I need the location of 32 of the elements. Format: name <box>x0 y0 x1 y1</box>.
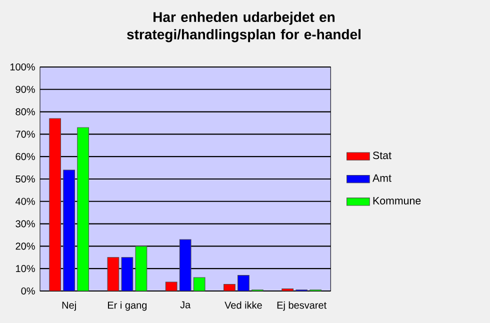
y-tick-label: 0% <box>21 287 35 295</box>
y-tick-label: 70% <box>16 130 35 138</box>
x-tick-label: Ej besvaret <box>277 301 327 311</box>
bar <box>282 288 294 291</box>
x-tick-label: Ja <box>180 301 191 308</box>
legend-label: Stat <box>372 152 392 160</box>
bar <box>49 118 62 291</box>
bar <box>193 277 206 291</box>
y-tick-label: 10% <box>16 265 35 272</box>
legend-label: Kommune <box>373 197 421 204</box>
y-tick-label: 80% <box>16 108 35 116</box>
legend-label: Amt <box>372 174 392 182</box>
bar <box>121 257 134 291</box>
bar <box>224 284 236 291</box>
bar <box>107 257 120 291</box>
y-tick-label: 30% <box>16 220 35 228</box>
bar <box>179 239 192 291</box>
y-tick-label: 90% <box>16 86 35 93</box>
chart-title: Har enheden udarbejdet en strategi/handlingsplan for e-handel <box>127 12 360 42</box>
y-tick-label: 60% <box>16 153 35 160</box>
y-tick-label: 20% <box>16 242 35 250</box>
y-tick-label: 40% <box>16 198 35 205</box>
y-tick-label: 100% <box>10 63 35 71</box>
y-tick-label: 50% <box>16 175 35 183</box>
x-tick-label: Ved ikke <box>224 301 262 309</box>
x-tick-label: Nej <box>62 301 76 311</box>
bar <box>135 246 148 291</box>
bar <box>165 282 178 291</box>
bar <box>238 275 250 291</box>
bar <box>63 170 76 291</box>
x-tick-label: Er i gang <box>108 301 147 311</box>
bar <box>77 127 90 291</box>
